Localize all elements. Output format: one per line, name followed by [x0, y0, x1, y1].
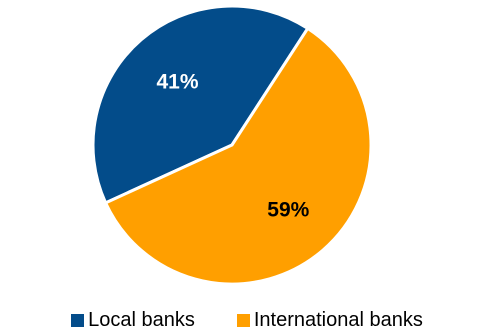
- legend: Local banks International banks: [0, 309, 494, 332]
- legend-swatch-local-banks: [71, 314, 85, 327]
- legend-entry-international-banks: International banks: [236, 309, 423, 332]
- legend-swatch-international-banks: [236, 314, 250, 327]
- pie-slice-international-banks: [104, 26, 373, 286]
- pie-slice-local-banks: [91, 4, 310, 205]
- data-label-local-banks: 41%: [156, 70, 198, 93]
- data-label-international-banks: 59%: [267, 199, 309, 222]
- legend-entry-local-banks: Local banks: [71, 309, 195, 332]
- legend-label-international-banks: International banks: [253, 309, 423, 331]
- legend-label-local-banks: Local banks: [88, 309, 195, 331]
- pie-data-labels: 41% 59%: [156, 70, 309, 221]
- pie-slices: [91, 4, 373, 286]
